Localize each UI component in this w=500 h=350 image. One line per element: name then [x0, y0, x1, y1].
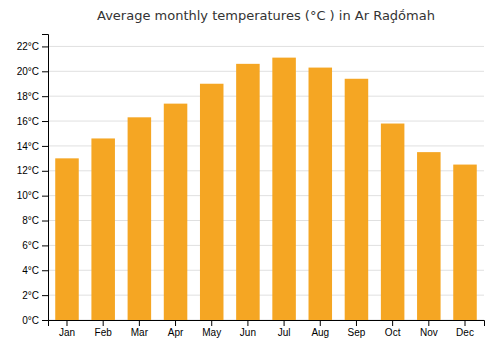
bar — [164, 104, 188, 320]
y-tick: 22°C — [17, 41, 48, 52]
y-tick-label: 6°C — [22, 240, 39, 251]
y-tick-label: 16°C — [17, 116, 39, 127]
x-tick: Jun — [240, 320, 256, 338]
y-tick-label: 4°C — [22, 265, 39, 276]
bar — [236, 64, 260, 320]
x-tick: Feb — [95, 320, 113, 338]
x-tick: Oct — [385, 320, 401, 338]
x-tick-label: Jul — [278, 327, 291, 338]
x-tick: Aug — [311, 320, 329, 338]
y-tick-mark — [42, 295, 48, 296]
y-tick-mark — [42, 320, 48, 321]
x-tick-label: Mar — [131, 327, 149, 338]
x-tick: Mar — [131, 320, 149, 338]
y-tick: 6°C — [22, 240, 48, 251]
y-tick-mark — [42, 146, 48, 147]
y-tick-mark — [42, 196, 48, 197]
x-tick-mark — [175, 320, 176, 326]
y-tick: 4°C — [22, 265, 48, 276]
title: Average monthly temperatures (°C ) in Ar… — [97, 8, 435, 23]
bar — [417, 152, 441, 320]
x-tick-mark — [428, 320, 429, 326]
y-tick: 14°C — [17, 141, 48, 152]
y-tick-mark — [42, 96, 48, 97]
y-tick-label: 8°C — [22, 215, 39, 226]
y-axis-line — [42, 35, 49, 321]
y-tick-label: 10°C — [17, 190, 39, 201]
x-tick-mark — [139, 320, 140, 326]
x-tick-label: Aug — [311, 327, 329, 338]
bar — [345, 79, 369, 320]
bar — [200, 84, 224, 320]
y-tick: 2°C — [22, 290, 48, 301]
y-tick: 8°C — [22, 215, 48, 226]
plot: Jan Feb Mar Apr May Jun Jul Aug Sep Oct Nov Dec 0°C 2… — [17, 35, 485, 339]
bar — [55, 158, 79, 320]
bars — [55, 58, 477, 320]
chart: Jan Feb Mar Apr May Jun Jul Aug Sep Oct Nov Dec 0°C 2… — [0, 0, 500, 350]
x-tick: Dec — [456, 320, 474, 338]
y-tick-label: 14°C — [17, 141, 39, 152]
y-axis: 0°C 2°C 4°C 6°C 8°C 10°C 12°C 14°C 16°C 18°C 20°C 2… — [17, 35, 49, 326]
x-tick-mark — [392, 320, 393, 326]
x-tick-label: Jun — [240, 327, 256, 338]
x-tick-label: Sep — [348, 327, 366, 338]
y-tick-label: 12°C — [17, 165, 39, 176]
y-tick-mark — [42, 71, 48, 72]
y-tick-label: 22°C — [17, 41, 39, 52]
y-tick-label: 0°C — [22, 315, 39, 326]
x-tick: May — [202, 320, 221, 338]
x-tick-mark — [66, 320, 67, 326]
x-tick: Jul — [278, 320, 291, 338]
x-tick-label: Apr — [168, 327, 184, 338]
x-tick-mark — [103, 320, 104, 326]
bar — [309, 68, 333, 320]
x-tick-label: Dec — [456, 327, 474, 338]
x-tick: Sep — [348, 320, 366, 338]
y-tick-mark — [42, 46, 48, 47]
y-tick-label: 20°C — [17, 66, 39, 77]
y-tick-mark — [42, 171, 48, 172]
x-tick: Jan — [59, 320, 75, 338]
x-tick-mark — [356, 320, 357, 326]
x-tick-mark — [284, 320, 285, 326]
y-tick: 18°C — [17, 91, 48, 102]
x-tick-label: Oct — [385, 327, 401, 338]
x-tick: Apr — [168, 320, 184, 338]
bar — [453, 165, 477, 320]
y-tick: 16°C — [17, 116, 48, 127]
x-tick: Nov — [420, 320, 438, 338]
grid-line — [48, 46, 484, 47]
x-tick-mark — [247, 320, 248, 326]
grid-line — [48, 71, 484, 72]
y-tick: 10°C — [17, 190, 48, 201]
y-tick-label: 2°C — [22, 290, 39, 301]
grid — [48, 46, 484, 320]
y-tick: 0°C — [22, 315, 48, 326]
bar — [128, 117, 152, 320]
y-tick-mark — [42, 270, 48, 271]
y-tick-mark — [42, 245, 48, 246]
bar — [381, 124, 405, 320]
x-axis-line — [49, 321, 485, 327]
x-tick-mark — [211, 320, 212, 326]
grid-line — [48, 121, 484, 122]
bar — [272, 58, 296, 320]
y-tick-label: 18°C — [17, 91, 39, 102]
grid-line — [48, 96, 484, 97]
y-tick: 12°C — [17, 165, 48, 176]
y-tick-mark — [42, 121, 48, 122]
bar — [91, 138, 115, 320]
x-tick-label: Feb — [95, 327, 113, 338]
x-axis: Jan Feb Mar Apr May Jun Jul Aug Sep Oct Nov Dec — [49, 320, 485, 338]
x-tick-label: Jan — [59, 327, 75, 338]
y-tick: 20°C — [17, 66, 48, 77]
x-tick-mark — [320, 320, 321, 326]
x-tick-label: Nov — [420, 327, 438, 338]
x-tick-label: May — [202, 327, 221, 338]
x-tick-mark — [465, 320, 466, 326]
y-tick-mark — [42, 221, 48, 222]
